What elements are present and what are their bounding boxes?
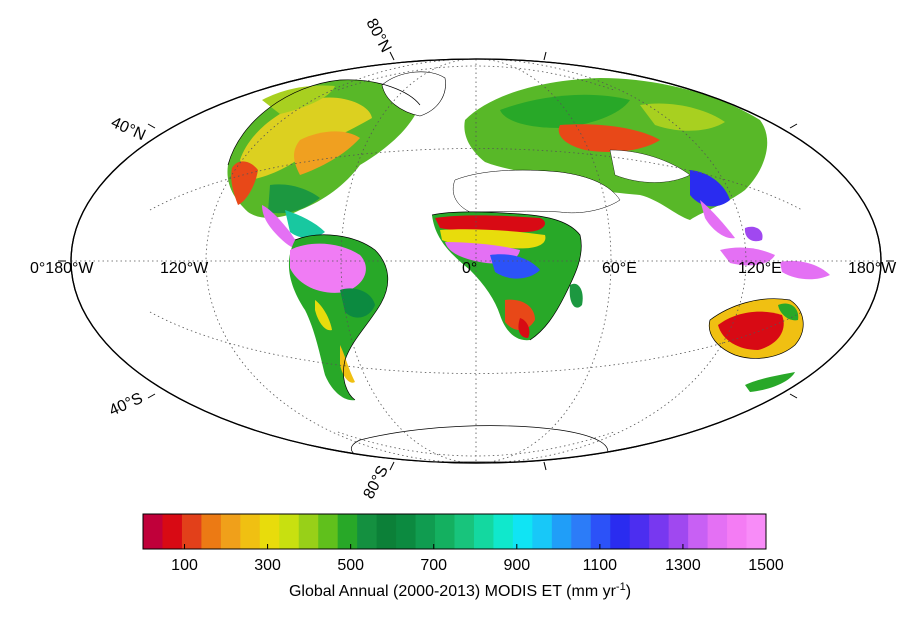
- colorbar-swatch: [143, 514, 163, 549]
- colorbar-swatch: [181, 514, 202, 549]
- latitude-label-40n: 40°N: [108, 114, 148, 144]
- colorbar-swatch: [337, 514, 358, 549]
- colorbar-swatch: [318, 514, 339, 549]
- colorbar-swatch: [376, 514, 397, 549]
- south-america-landmass: [288, 234, 388, 401]
- longitude-label-0-180w: 0°180°W: [30, 260, 94, 277]
- colorbar-tick-label: 900: [503, 557, 530, 574]
- eurasia-landmass: [464, 78, 768, 239]
- latitude-label-40s: 40°S: [107, 390, 146, 420]
- central-america-landmass: [262, 205, 305, 251]
- colorbar-swatch: [396, 514, 417, 549]
- colorbar-swatch: [201, 514, 222, 549]
- colorbar-swatch: [493, 514, 514, 549]
- colorbar-tick-label: 1100: [583, 557, 618, 574]
- colorbar-swatch: [551, 514, 572, 549]
- colorbar-swatch: [707, 514, 728, 549]
- coastlines: [227, 79, 804, 401]
- colorbar-tick-label: 1300: [665, 557, 701, 574]
- colorbar-swatch: [240, 514, 261, 549]
- graticule-ticks: [58, 51, 894, 471]
- colorbar-frame: [142, 513, 767, 550]
- colorbar-swatch: [357, 514, 378, 549]
- colorbar-swatch: [629, 514, 650, 549]
- north-america-landmass: [227, 79, 420, 238]
- colorbar-swatch: [532, 514, 553, 549]
- colorbar-swatch: [162, 514, 183, 549]
- colorbar-swatch: [590, 514, 611, 549]
- colorbar-swatch: [727, 514, 748, 549]
- colorbar-swatch: [298, 514, 319, 549]
- colorbar-swatch: [279, 514, 300, 549]
- colorbar-swatch: [668, 514, 689, 549]
- latitude-label-80s: 80°S: [361, 463, 392, 502]
- colorbar-swatch: [259, 514, 280, 549]
- colorbar-tick-label: 1500: [748, 557, 784, 574]
- colorbar-swatch: [571, 514, 592, 549]
- colorbar-swatch: [746, 514, 767, 549]
- longitude-label-0: 0°: [462, 260, 477, 277]
- colorbar-swatch: [512, 514, 533, 549]
- australia-landmass: [709, 298, 804, 392]
- colorbar-swatch: [454, 514, 475, 549]
- colorbar-swatch: [610, 514, 631, 549]
- colorbar-swatch: [649, 514, 670, 549]
- longitude-label-120e: 120°E: [738, 260, 782, 277]
- colorbar-swatch: [688, 514, 709, 549]
- colorbar-swatch: [415, 514, 436, 549]
- colorbar-tick-label: 300: [254, 557, 281, 574]
- colorbar-tick-label: 100: [171, 557, 198, 574]
- colorbar: [143, 514, 767, 549]
- longitude-label-180w: 180°W: [848, 260, 897, 277]
- colorbar-tick-label: 700: [420, 557, 447, 574]
- colorbar-swatch: [220, 514, 241, 549]
- graticule: [71, 59, 881, 463]
- colorbar-swatch: [473, 514, 494, 549]
- colorbar-caption: Global Annual (2000-2013) MODIS ET (mm y…: [289, 581, 631, 600]
- colorbar-ticks: 100 300 500 700 900 1100 1300 1500: [171, 544, 784, 574]
- africa-landmass: [432, 211, 583, 341]
- longitude-label-60e: 60°E: [602, 260, 637, 277]
- colorbar-swatch: [435, 514, 455, 549]
- longitude-label-120w: 120°W: [160, 260, 209, 277]
- colorbar-tick-label: 500: [337, 557, 364, 574]
- latitude-label-80n: 80°N: [362, 16, 394, 56]
- greenland-landmass: [381, 71, 446, 117]
